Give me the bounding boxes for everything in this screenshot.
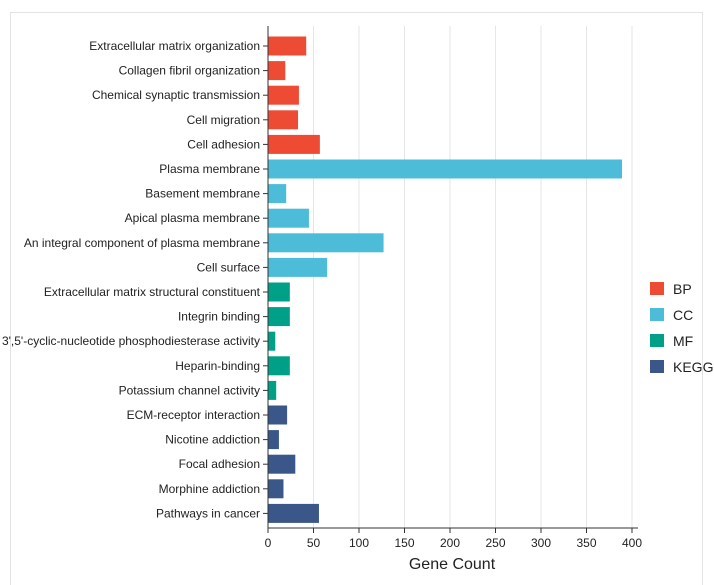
bar bbox=[268, 356, 290, 376]
category-label: Basement membrane bbox=[145, 187, 260, 201]
category-labels: Extracellular matrix organization Collage… bbox=[2, 39, 261, 520]
bar bbox=[268, 159, 622, 179]
axes bbox=[263, 26, 638, 529]
chart-frame bbox=[10, 12, 703, 585]
category-label: Integrin binding bbox=[178, 310, 260, 324]
bar bbox=[268, 257, 328, 277]
bars bbox=[268, 36, 622, 523]
bar bbox=[268, 380, 277, 400]
category-label: 3',5'-cyclic-nucleotide phosphodiesteras… bbox=[2, 334, 260, 348]
grid-lines bbox=[313, 26, 633, 528]
bar bbox=[268, 61, 286, 81]
bar bbox=[268, 503, 319, 523]
x-tick-label: 150 bbox=[394, 536, 414, 550]
x-axis-title: Gene Count bbox=[409, 556, 496, 573]
legend-label: MF bbox=[673, 333, 693, 349]
legend-label: BP bbox=[673, 281, 692, 297]
bar bbox=[268, 307, 290, 327]
category-label: An integral component of plasma membrane bbox=[24, 236, 260, 250]
category-label: Cell surface bbox=[197, 260, 261, 274]
category-label: Chemical synaptic transmission bbox=[92, 88, 260, 102]
category-label: Morphine addiction bbox=[159, 482, 260, 496]
legend-swatch bbox=[650, 282, 664, 295]
bar bbox=[268, 479, 284, 499]
x-tick-label: 200 bbox=[440, 536, 460, 550]
bar bbox=[268, 85, 299, 105]
bar bbox=[268, 184, 287, 204]
bar bbox=[268, 208, 309, 228]
bar bbox=[268, 233, 384, 253]
bar bbox=[268, 454, 296, 474]
x-tick-label: 400 bbox=[622, 536, 642, 550]
category-label: Cell migration bbox=[187, 113, 260, 127]
category-label: Nicotine addiction bbox=[165, 433, 260, 447]
category-label: ECM-receptor interaction bbox=[127, 408, 260, 422]
x-ticks: 0 50 100 150 200 250 300 350 400 bbox=[265, 528, 642, 550]
category-label: Potassium channel activity bbox=[119, 383, 260, 397]
legend-label: CC bbox=[673, 307, 693, 323]
category-label: Focal adhesion bbox=[179, 457, 260, 471]
x-tick-label: 300 bbox=[531, 536, 551, 550]
x-tick-label: 100 bbox=[349, 536, 369, 550]
bar bbox=[268, 331, 276, 351]
legend-swatch bbox=[650, 360, 664, 373]
bar bbox=[268, 36, 307, 56]
x-tick-label: 350 bbox=[576, 536, 596, 550]
bar bbox=[268, 282, 290, 302]
bar bbox=[268, 405, 288, 425]
category-label: Pathways in cancer bbox=[156, 506, 260, 520]
category-label: Apical plasma membrane bbox=[125, 211, 261, 225]
legend-label: KEGG bbox=[673, 359, 713, 375]
x-tick-label: 0 bbox=[265, 536, 272, 550]
category-label: Heparin-binding bbox=[175, 359, 260, 373]
category-label: Collagen fibril organization bbox=[119, 64, 260, 78]
legend: BP CC MF KEGG bbox=[650, 281, 713, 375]
x-tick-label: 250 bbox=[485, 536, 505, 550]
category-label: Extracellular matrix organization bbox=[89, 39, 260, 53]
category-label: Cell adhesion bbox=[187, 137, 260, 151]
legend-swatch bbox=[650, 308, 664, 321]
x-tick-label: 50 bbox=[307, 536, 321, 550]
category-label: Plasma membrane bbox=[159, 162, 260, 176]
legend-swatch bbox=[650, 334, 664, 347]
category-label: Extracellular matrix structural constitu… bbox=[44, 285, 261, 299]
bar bbox=[268, 110, 299, 130]
bar bbox=[268, 430, 279, 450]
bar bbox=[268, 134, 320, 154]
